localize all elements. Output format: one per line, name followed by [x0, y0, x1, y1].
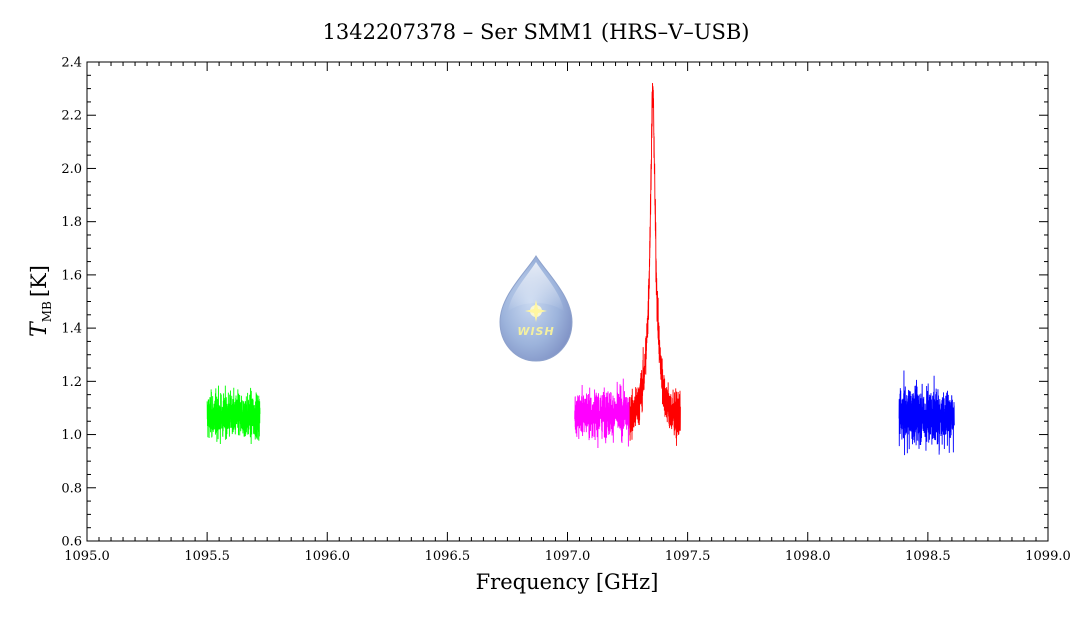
y-tick-label: 1.8: [61, 215, 82, 230]
star-icon: [525, 300, 547, 322]
y-tick-label: 2.2: [61, 109, 82, 124]
y-axis-label-main: T: [27, 320, 52, 337]
axis-ticks: [86, 61, 1049, 542]
x-tick-label: 1095.5: [184, 549, 230, 564]
series-line-1: [206, 385, 261, 445]
y-tick-label: 1.4: [61, 322, 82, 337]
x-tick-label: 1097.5: [665, 549, 711, 564]
wish-logo: WISH: [499, 255, 573, 362]
logo-text: WISH: [517, 325, 554, 338]
x-tick-label: 1096.0: [305, 549, 351, 564]
x-tick-label: 1097.0: [545, 549, 591, 564]
y-axis-label-unit: [K]: [27, 265, 51, 297]
y-tick-label: 2.4: [61, 56, 82, 71]
series-line-4: [898, 370, 955, 456]
y-axis-label: TMB [K]: [27, 265, 54, 337]
y-tick-label: 0.6: [61, 535, 82, 550]
axis-tick-labels: 1095.0 1095.5 1096.0 1096.5 1097.0 1097.5 1098…: [61, 56, 1070, 565]
series-line-3: [629, 83, 681, 446]
y-tick-label: 2.0: [61, 162, 82, 177]
y-tick-label: 0.8: [61, 481, 82, 496]
x-tick-label: 1099.0: [1025, 549, 1071, 564]
y-axis-label-sub: MB: [40, 301, 54, 322]
x-tick-label: 1098.5: [905, 549, 951, 564]
y-tick-label: 1.0: [61, 428, 82, 443]
x-tick-label: 1098.0: [785, 549, 831, 564]
chart-title: 1342207378 – Ser SMM1 (HRS–V–USB): [323, 20, 750, 44]
y-tick-label: 1.2: [61, 375, 82, 390]
x-axis-label: Frequency [GHz]: [476, 570, 659, 594]
x-tick-label: 1095.0: [64, 549, 110, 564]
series-line-2: [574, 378, 631, 449]
y-tick-label: 1.6: [61, 268, 82, 283]
series-layer: [206, 83, 955, 456]
x-tick-label: 1096.5: [425, 549, 471, 564]
